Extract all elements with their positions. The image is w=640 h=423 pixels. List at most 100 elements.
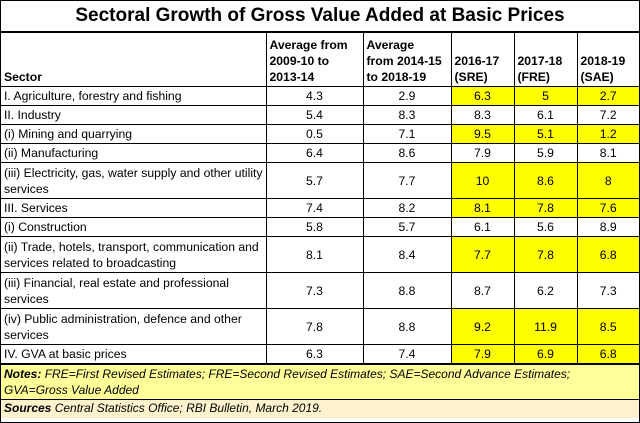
cell-avg2: 8.8: [362, 272, 452, 309]
row-label-agriculture: I. Agriculture, forestry and fishing: [1, 86, 267, 106]
cell-2017-18: 6.1: [513, 105, 578, 125]
row-label-mining: (i) Mining and quarrying: [1, 124, 267, 144]
table-row: (ii) Trade, hotels, transport, communica…: [1, 236, 639, 273]
sources-label: Sources: [4, 401, 52, 415]
cell-2018-19: 7.6: [576, 198, 639, 218]
cell-2017-18: 8.6: [513, 162, 578, 199]
cell-2016-17: 7.9: [450, 143, 515, 163]
cell-2018-19: 7.2: [576, 105, 639, 125]
table-row: (iii) Electricity, gas, water supply and…: [1, 162, 639, 199]
header-avg2-line3: to 2018-19: [366, 70, 427, 84]
table-row: (i) Construction 5.8 5.7 6.1 5.6 8.9: [1, 217, 639, 237]
row-label-public-admin: (iv) Public administration, defence and …: [1, 308, 267, 345]
notes-label: Notes:: [4, 367, 42, 381]
cell-avg1: 8.1: [265, 236, 364, 273]
header-sector: Sector: [1, 32, 267, 87]
sources-footer: Sources Central Statistics Office; RBI B…: [1, 399, 639, 418]
sources-text: Central Statistics Office; RBI Bulletin,…: [54, 401, 323, 415]
header-avg1-line3: 2013-14: [269, 70, 315, 84]
cell-avg1: 5.7: [265, 162, 364, 199]
table-title: Sectoral Growth of Gross Value Added at …: [1, 1, 639, 32]
header-avg2-line2: from 2014-15: [366, 54, 442, 68]
cell-2018-19: 2.7: [576, 86, 639, 106]
cell-avg2: 2.9: [362, 86, 452, 106]
row-label-construction: (i) Construction: [1, 217, 267, 237]
header-avg1-line1: Average from: [269, 38, 348, 52]
table-row: (iii) Financial, real estate and profess…: [1, 272, 639, 309]
header-2017-18: 2017-18 (FRE): [513, 32, 578, 87]
cell-avg2: 7.7: [362, 162, 452, 199]
cell-2016-17: 10: [450, 162, 515, 199]
cell-2018-19: 8: [576, 162, 639, 199]
table-row: (ii) Manufacturing 6.4 8.6 7.9 5.9 8.1: [1, 143, 639, 163]
table-row: III. Services 7.4 8.2 8.1 7.8 7.6: [1, 198, 639, 218]
cell-2018-19: 7.3: [576, 272, 639, 309]
cell-2017-18: 11.9: [513, 308, 578, 345]
table-row: (i) Mining and quarrying 0.5 7.1 9.5 5.1…: [1, 124, 639, 144]
notes-footer: Notes: FRE=First Revised Estimates; FRE=…: [1, 364, 639, 399]
cell-avg1: 7.8: [265, 308, 364, 345]
cell-2018-19: 8.9: [576, 217, 639, 237]
cell-2018-19: 1.2: [576, 124, 639, 144]
cell-avg2: 7.4: [362, 344, 452, 364]
header-avg-2009-14: Average from 2009-10 to 2013-14: [265, 32, 364, 87]
header-avg-2014-19: Average from 2014-15 to 2018-19: [362, 32, 452, 87]
header-2018-19: 2018-19 (SAE): [576, 32, 639, 87]
cell-2018-19: 6.8: [576, 344, 639, 364]
cell-2017-18: 5.6: [513, 217, 578, 237]
cell-avg1: 5.8: [265, 217, 364, 237]
table-row: (iv) Public administration, defence and …: [1, 308, 639, 345]
cell-2017-18: 6.9: [513, 344, 578, 364]
cell-2018-19: 8.5: [576, 308, 639, 345]
cell-avg2: 8.6: [362, 143, 452, 163]
header-2016-17: 2016-17 (SRE): [450, 32, 515, 87]
table-row: IV. GVA at basic prices 6.3 7.4 7.9 6.9 …: [1, 344, 639, 364]
row-label-manufacturing: (ii) Manufacturing: [1, 143, 267, 163]
growth-table: Sector Average from 2009-10 to 2013-14 A…: [1, 32, 639, 364]
header-y2-line1: 2017-18: [517, 54, 563, 68]
header-y1-line1: 2016-17: [454, 54, 500, 68]
cell-2017-18: 6.2: [513, 272, 578, 309]
row-label-financial: (iii) Financial, real estate and profess…: [1, 272, 267, 309]
header-avg2-line1: Average: [366, 38, 415, 52]
cell-2016-17: 6.3: [450, 86, 515, 106]
cell-avg1: 4.3: [265, 86, 364, 106]
header-y3-line2: (SAE): [580, 70, 614, 84]
header-row: Sector Average from 2009-10 to 2013-14 A…: [1, 32, 639, 87]
table-row: II. Industry 5.4 8.3 8.3 6.1 7.2: [1, 105, 639, 125]
row-label-electricity: (iii) Electricity, gas, water supply and…: [1, 162, 267, 199]
cell-2017-18: 7.8: [513, 198, 578, 218]
header-avg1-line2: 2009-10 to: [269, 54, 330, 68]
header-y1-line2: (SRE): [454, 70, 488, 84]
cell-2018-19: 8.1: [576, 143, 639, 163]
cell-2017-18: 5: [513, 86, 578, 106]
cell-avg2: 8.8: [362, 308, 452, 345]
cell-2018-19: 6.8: [576, 236, 639, 273]
cell-avg1: 7.3: [265, 272, 364, 309]
row-label-services: III. Services: [1, 198, 267, 218]
row-label-gva: IV. GVA at basic prices: [1, 344, 267, 364]
cell-2016-17: 9.2: [450, 308, 515, 345]
cell-2016-17: 9.5: [450, 124, 515, 144]
cell-2016-17: 8.7: [450, 272, 515, 309]
cell-2016-17: 6.1: [450, 217, 515, 237]
header-y3-line1: 2018-19: [580, 54, 626, 68]
cell-2016-17: 7.9: [450, 344, 515, 364]
cell-2017-18: 5.9: [513, 143, 578, 163]
cell-avg2: 7.1: [362, 124, 452, 144]
row-label-trade: (ii) Trade, hotels, transport, communica…: [1, 236, 267, 273]
cell-avg2: 8.4: [362, 236, 452, 273]
cell-avg1: 0.5: [265, 124, 364, 144]
table-row: I. Agriculture, forestry and fishing 4.3…: [1, 86, 639, 106]
cell-avg1: 6.3: [265, 344, 364, 364]
notes-text: FRE=First Revised Estimates; FRE=Second …: [4, 367, 571, 397]
cell-avg2: 8.2: [362, 198, 452, 218]
row-label-industry: II. Industry: [1, 105, 267, 125]
cell-2017-18: 7.8: [513, 236, 578, 273]
cell-2017-18: 5.1: [513, 124, 578, 144]
cell-2016-17: 8.1: [450, 198, 515, 218]
cell-2016-17: 7.7: [450, 236, 515, 273]
cell-avg1: 7.4: [265, 198, 364, 218]
cell-avg1: 6.4: [265, 143, 364, 163]
